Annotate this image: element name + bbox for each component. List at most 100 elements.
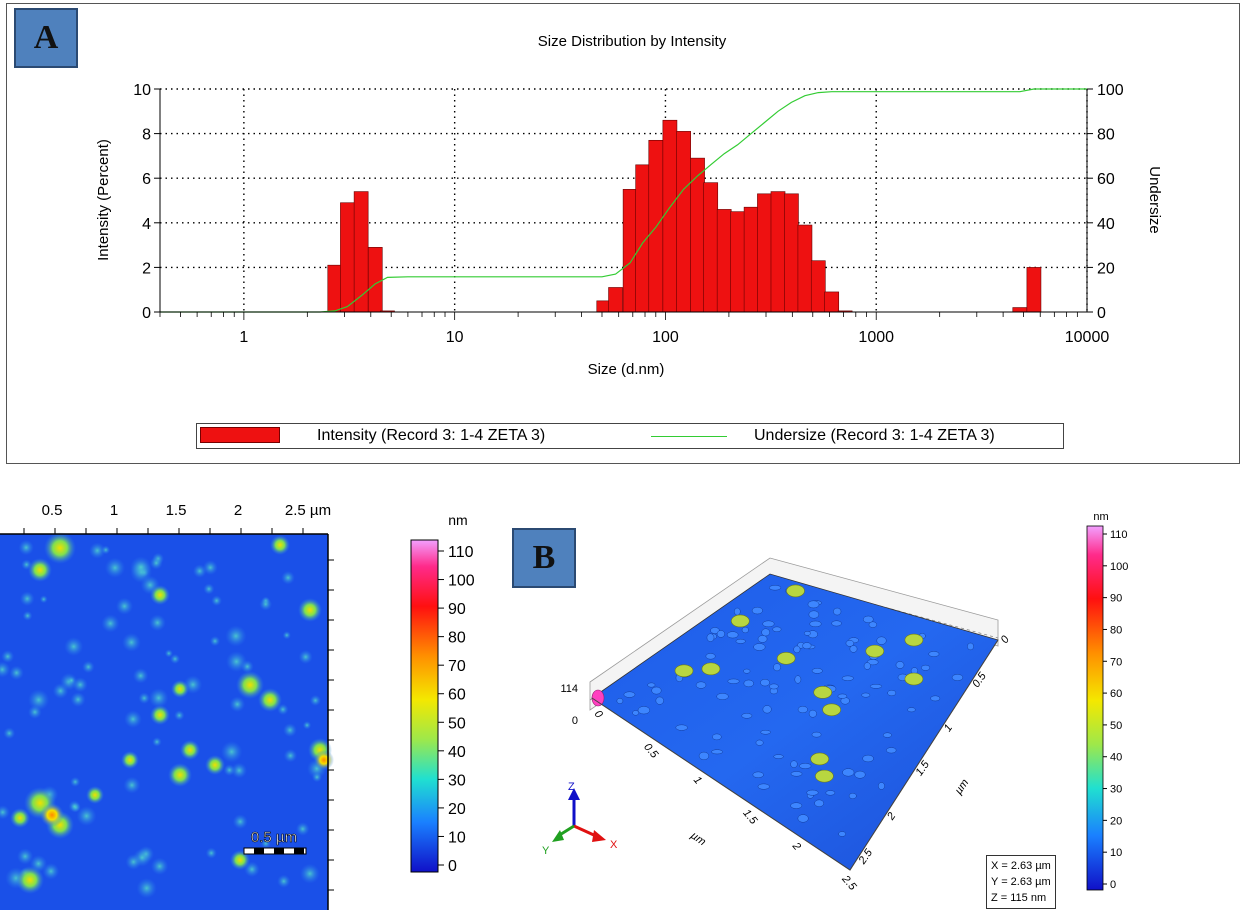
intensity-bars (327, 119, 1042, 313)
afm-grain (130, 556, 152, 578)
afm-3d-grain (921, 664, 931, 671)
x-tick-label: 10 (446, 329, 464, 346)
triad-z-label: Z (568, 781, 575, 793)
afm-grain (209, 635, 221, 647)
afm-3d-y-unit: µm (688, 830, 708, 849)
afm-grain-large (205, 755, 225, 775)
afm-3d-grain (831, 620, 842, 627)
afm-3d-grain (716, 693, 729, 700)
afm-grain (281, 570, 295, 585)
afm-3d-y-tick-label: 2 (789, 840, 803, 853)
y-tick-label: 8 (142, 127, 151, 144)
afm-3d-x-tick-label: 0 (999, 633, 1013, 646)
afm-grain (0, 805, 10, 820)
afm-grain-large (230, 850, 250, 870)
y2-tick-label: 40 (1097, 216, 1115, 233)
info-z: Z = 115 nm (991, 892, 1047, 904)
afm-3d-grain (808, 610, 820, 619)
afm-grain (202, 560, 218, 576)
afm-3d-grain (773, 754, 784, 759)
y2-tick-label: 20 (1097, 260, 1115, 277)
afm-3d-colorbar-label: 90 (1110, 593, 1122, 605)
afm-3d-colorbar-label: 10 (1110, 847, 1122, 859)
afm-3d-grain (761, 628, 771, 637)
x-tick-label: 10000 (1065, 329, 1110, 346)
afm-3d-y-tick-label: 0 (592, 708, 606, 721)
afm-3d-grain (772, 626, 782, 633)
afm-2d-scale-bar: 0.5 µm (243, 829, 307, 855)
afm-grain (76, 805, 97, 827)
afm-3d-grain-large (786, 584, 805, 598)
afm-3d-grain (655, 696, 664, 705)
afm-3d-grain (675, 724, 688, 731)
afm-3d-grain (882, 732, 892, 738)
afm-grain (260, 838, 271, 849)
afm-grain (298, 649, 313, 665)
afm-3d-grain (886, 747, 897, 754)
intensity-bar (622, 189, 638, 313)
afm-3d-grain (951, 674, 964, 681)
panel-a-tag: A (14, 8, 78, 68)
intensity-bar (353, 191, 369, 313)
afm-3d-grain (809, 620, 822, 628)
x-tick-label: 100 (652, 329, 679, 346)
intensity-bar (810, 260, 826, 313)
afm-3d-grain (790, 760, 798, 768)
afm-3d-grain (711, 749, 723, 755)
afm-grain (277, 703, 289, 716)
afm-3d-grain (651, 686, 662, 695)
afm-3d-colorbar-label: 80 (1110, 624, 1122, 636)
afm-grain (229, 696, 246, 713)
intensity-bar (327, 264, 343, 313)
afm-grain-large (86, 786, 104, 804)
afm-2d-colorbar-label: 90 (448, 601, 466, 618)
afm-grain (148, 688, 169, 708)
afm-3d-grain (790, 802, 803, 809)
afm-grain-large (270, 535, 290, 555)
afm-2d-colorbar-label: 0 (448, 858, 457, 875)
afm-grain-large (168, 763, 192, 787)
afm-3d-grain (755, 739, 764, 746)
afm-3d-colorbar-label: 110 (1110, 529, 1128, 541)
afm-3d-grain (848, 792, 857, 799)
undersize-line (160, 88, 1087, 313)
afm-grain (232, 814, 248, 830)
intensity-bar (784, 193, 799, 313)
intensity-bar (608, 287, 623, 313)
afm-3d-colorbar-label: 50 (1110, 720, 1122, 732)
afm-3d-grain (735, 638, 746, 644)
afm-grain (150, 857, 169, 876)
afm-grain (70, 776, 81, 788)
afm-3d-grain (790, 771, 803, 777)
x-tick-label: 1 (239, 329, 248, 346)
intensity-bar (1012, 307, 1028, 313)
afm-3d-grain (698, 751, 710, 761)
afm-3d-grain (887, 689, 897, 697)
afm-grain (282, 631, 291, 640)
afm-grain (101, 545, 111, 555)
afm-grain (27, 705, 42, 719)
afm-3d-grain (802, 642, 812, 650)
afm-3d-colorbar-label: 60 (1110, 688, 1122, 700)
afm-grain (192, 564, 207, 578)
y-tick-label: 2 (142, 260, 151, 277)
afm-3d-grain (769, 683, 779, 690)
afm-3d-grain (751, 606, 763, 615)
intensity-bar (676, 131, 691, 313)
y-tick-label: 6 (142, 171, 151, 188)
afm-2d-ticks: 0.5 1 1.5 2 2.5 µm (23, 502, 334, 891)
afm-3d-grain (623, 691, 636, 698)
afm-grain-large (298, 598, 322, 622)
afm-3d-grain (862, 615, 874, 623)
intensity-bar (1026, 267, 1042, 313)
afm-3d-grain (760, 729, 771, 735)
afm-3d-grain (803, 631, 811, 636)
afm-3d-colorbar-label: 30 (1110, 784, 1122, 796)
afm-3d-grain (868, 621, 878, 628)
afm-3d-grain (876, 636, 887, 645)
afm-3d-grain (741, 713, 753, 719)
afm-3d-grain (762, 620, 775, 628)
afm-2d-panel: 0.5 1 1.5 2 2.5 µm 0.5 µm nm 110100908070605… (0, 502, 475, 910)
afm-2d-colorbar-label: 50 (448, 715, 466, 732)
